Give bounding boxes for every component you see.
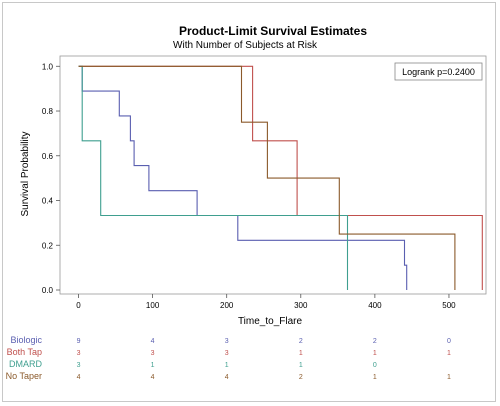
legend-border <box>394 62 483 81</box>
at-risk-label-dmard: DMARD <box>9 359 42 369</box>
at-risk-count: 9 <box>77 338 81 345</box>
x-tick-label: 200 <box>220 301 234 310</box>
y-tick-label: 0.2 <box>42 241 54 250</box>
at-risk-table: Biologic 9 4 3 2 2 0 Both Tap 3 3 3 1 1 1 DMARD 3 1 1 1 0 No… <box>6 335 451 381</box>
x-tick-label: 300 <box>294 301 308 310</box>
chart-title: Product-Limit Survival Estimates <box>179 24 367 38</box>
at-risk-count: 4 <box>225 374 229 381</box>
at-risk-count: 0 <box>447 338 451 345</box>
survival-curves <box>78 65 483 290</box>
x-tick-label: 100 <box>146 301 160 310</box>
at-risk-label-biologic: Biologic <box>10 335 42 345</box>
at-risk-count: 1 <box>447 374 451 381</box>
at-risk-count: 2 <box>299 374 303 381</box>
at-risk-label-both-tap: Both Tap <box>7 347 42 357</box>
x-axis: 0 100 200 300 400 500 <box>76 294 456 310</box>
at-risk-count: 1 <box>373 350 377 357</box>
curve-biologic <box>78 65 408 290</box>
at-risk-count: 3 <box>225 350 229 357</box>
at-risk-count: 2 <box>299 338 303 345</box>
at-risk-count: 1 <box>151 362 155 369</box>
at-risk-count: 3 <box>151 350 155 357</box>
at-risk-count: 3 <box>225 338 229 345</box>
at-risk-count: 1 <box>299 362 303 369</box>
at-risk-count: 4 <box>151 374 155 381</box>
at-risk-count: 3 <box>77 362 81 369</box>
at-risk-count: 1 <box>373 374 377 381</box>
y-tick-label: 1.0 <box>42 62 54 71</box>
logrank-label: Logrank p=0.2400 <box>402 67 475 77</box>
at-risk-count: 0 <box>373 362 377 369</box>
y-tick-label: 0.4 <box>42 197 54 206</box>
plot-border <box>59 55 487 295</box>
at-risk-count: 2 <box>373 338 377 345</box>
at-risk-count: 1 <box>447 350 451 357</box>
y-tick-label: 0.0 <box>42 286 54 295</box>
y-axis: 0.0 0.2 0.4 0.6 0.8 1.0 <box>42 62 60 295</box>
y-tick-label: 0.6 <box>42 152 54 161</box>
curve-no-taper <box>78 65 456 290</box>
x-tick-label: 400 <box>368 301 382 310</box>
at-risk-label-no-taper: No Taper <box>6 371 42 381</box>
plot-area <box>59 55 487 295</box>
at-risk-count: 4 <box>151 338 155 345</box>
y-tick-label: 0.8 <box>42 107 54 116</box>
legend-box: Logrank p=0.2400 <box>394 62 483 81</box>
chart-subtitle: With Number of Subjects at Risk <box>173 40 318 51</box>
at-risk-count: 1 <box>225 362 229 369</box>
figure-frame <box>2 2 496 402</box>
at-risk-count: 4 <box>77 374 81 381</box>
at-risk-count: 1 <box>299 350 303 357</box>
curve-both-tap <box>78 65 483 290</box>
at-risk-count: 3 <box>77 350 81 357</box>
y-axis-label: Survival Probability <box>20 131 31 216</box>
x-tick-label: 500 <box>442 301 456 310</box>
x-axis-label: Time_to_Flare <box>238 316 303 327</box>
x-tick-label: 0 <box>76 301 81 310</box>
